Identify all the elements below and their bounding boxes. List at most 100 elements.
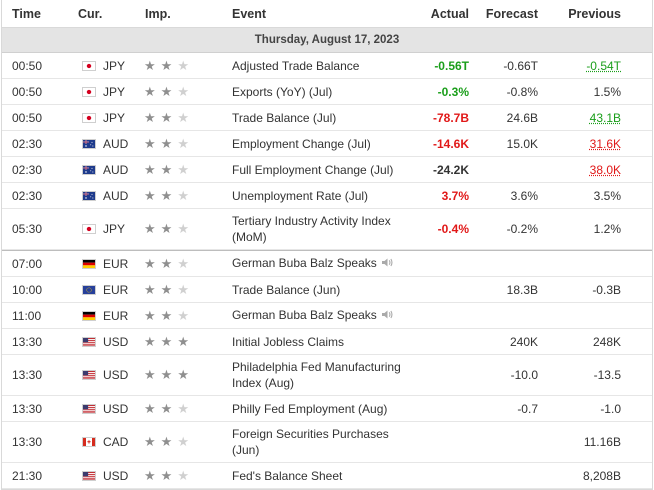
star-icon: ★ [144, 281, 156, 297]
event-time: 11:00 [12, 308, 42, 323]
event-name[interactable]: Trade Balance (Jul) [232, 110, 337, 125]
previous-value-text: 1.5% [593, 84, 621, 99]
table-row[interactable]: 02:30 AUD ★ ★ ★ Unemployment Rate (Jul) 3.7% 3.… [2, 183, 652, 209]
event-time: 02:30 [12, 188, 43, 203]
event-name[interactable]: Tertiary Industry Activity Index (MoM) [232, 214, 391, 244]
event-cell[interactable]: Tertiary Industry Activity Index (MoM) [229, 213, 409, 245]
table-row[interactable]: 05:30 JPY ★ ★ ★ Tertiary Industry Activity In… [2, 209, 652, 250]
event-cell[interactable]: Employment Change (Jul) [229, 136, 409, 152]
header-actual[interactable]: Actual [430, 6, 469, 21]
event-cell[interactable]: Exports (YoY) (Jul) [229, 84, 409, 100]
table-row[interactable]: 02:30 AUD ★ ★ ★ Full Employment Change (Jul) -… [2, 157, 652, 183]
event-currency: EUR [74, 309, 139, 323]
event-cell[interactable]: Philadelphia Fed Manufacturing Index (Au… [229, 359, 409, 391]
table-row[interactable]: 02:30 AUD ★ ★ ★ Employment Change (Jul) -14.6K… [2, 131, 652, 157]
event-name[interactable]: Foreign Securities Purchases (Jun) [232, 427, 389, 457]
table-row[interactable]: 00:50 JPY ★ ★ ★ Trade Balance (Jul) -78.7B 24.6… [2, 105, 652, 131]
event-name[interactable]: Philadelphia Fed Manufacturing Index (Au… [232, 360, 401, 390]
star-icon: ★ [177, 467, 189, 483]
us-flag-icon [82, 370, 96, 380]
forecast-value: 3.6% [510, 188, 538, 203]
star-icon: ★ [160, 467, 173, 483]
event-time: 02:30 [12, 136, 43, 151]
star-icon: ★ [177, 400, 189, 416]
previous-value: -0.3B [538, 283, 621, 297]
table-row[interactable]: 00:50 JPY ★ ★ ★ Adjusted Trade Balance -0.56T -… [2, 53, 652, 79]
event-currency: USD [74, 469, 139, 483]
event-name[interactable]: Exports (YoY) (Jul) [232, 84, 333, 99]
event-time: 10:00 [12, 282, 43, 297]
table-row[interactable]: 13:30 USD ★ ★ ★ Initial Jobless Claims 240K 248… [2, 329, 652, 355]
currency-code: EUR [103, 308, 129, 323]
event-name[interactable]: Full Employment Change (Jul) [232, 162, 394, 177]
previous-value-text: 43.1B [589, 110, 621, 125]
header-event[interactable]: Event [232, 6, 267, 21]
event-name[interactable]: Employment Change (Jul) [232, 136, 371, 151]
forecast-value: 240K [509, 334, 538, 349]
event-currency: JPY [74, 59, 139, 73]
table-row[interactable]: 13:30 USD ★ ★ ★ Philadelphia Fed Manufacturin… [2, 355, 652, 396]
event-time: 00:50 [12, 110, 43, 125]
forecast-value: -0.7 [517, 401, 538, 416]
forecast-value: -0.2% [506, 222, 538, 236]
table-row[interactable]: 13:30 CAD ★ ★ ★ Foreign Securities Purchases … [2, 422, 652, 463]
header-currency[interactable]: Cur. [78, 6, 103, 21]
header-importance[interactable]: Imp. [145, 6, 171, 21]
event-time: 00:50 [12, 84, 43, 99]
event-name[interactable]: Adjusted Trade Balance [232, 58, 360, 73]
importance-stars: ★ ★ ★ [139, 282, 229, 298]
event-name[interactable]: Fed's Balance Sheet [232, 468, 343, 483]
table-row[interactable]: 10:00 EUR ★ ★ ★ Trade Balance (Jun) 18.3B -0.3B [2, 277, 652, 303]
event-cell[interactable]: Foreign Securities Purchases (Jun) [229, 426, 409, 458]
table-row[interactable]: 00:50 JPY ★ ★ ★ Exports (YoY) (Jul) -0.3% -0.8%… [2, 79, 652, 105]
currency-code: AUD [103, 162, 129, 177]
header-forecast[interactable]: Forecast [485, 6, 538, 21]
star-icon: ★ [144, 187, 156, 203]
event-cell[interactable]: Unemployment Rate (Jul) [229, 188, 409, 204]
importance-stars: ★ ★ ★ [139, 84, 229, 100]
event-name[interactable]: Philly Fed Employment (Aug) [232, 401, 388, 416]
event-cell[interactable]: Fed's Balance Sheet [229, 468, 409, 484]
star-icon: ★ [144, 367, 156, 382]
table-row[interactable]: 07:00 EUR ★ ★ ★ German Buba Balz Speaks [2, 250, 652, 277]
event-cell[interactable]: Trade Balance (Jul) [229, 110, 409, 126]
previous-value-text: 11.16B [583, 435, 621, 449]
previous-value: 31.6K [538, 137, 621, 151]
event-cell[interactable]: Trade Balance (Jun) [229, 282, 409, 298]
event-name[interactable]: German Buba Balz Speaks [232, 308, 377, 322]
event-time: 13:30 [12, 401, 43, 416]
us-flag-icon [82, 470, 96, 481]
table-row[interactable]: 13:30 USD ★ ★ ★ Philly Fed Employment (Aug) -0… [2, 396, 652, 422]
event-time: 05:30 [12, 222, 43, 236]
event-currency: JPY [74, 111, 139, 125]
event-cell[interactable]: Philly Fed Employment (Aug) [229, 401, 409, 417]
importance-stars: ★ ★ ★ [139, 434, 229, 450]
star-icon: ★ [160, 255, 173, 271]
au-flag-icon [82, 190, 96, 201]
currency-code: AUD [103, 188, 129, 203]
event-name[interactable]: Initial Jobless Claims [232, 334, 345, 349]
star-icon: ★ [144, 57, 156, 73]
event-name[interactable]: Trade Balance (Jun) [232, 282, 341, 297]
header-previous[interactable]: Previous [568, 6, 621, 21]
currency-code: EUR [103, 256, 129, 271]
event-name[interactable]: Unemployment Rate (Jul) [232, 188, 369, 203]
star-icon: ★ [160, 187, 173, 203]
table-row[interactable]: 11:00 EUR ★ ★ ★ German Buba Balz Speaks [2, 303, 652, 329]
previous-value: 11.16B [538, 435, 621, 449]
event-name[interactable]: German Buba Balz Speaks [232, 256, 377, 270]
au-flag-icon [82, 164, 96, 175]
event-cell[interactable]: Adjusted Trade Balance [229, 58, 409, 74]
event-cell[interactable]: Initial Jobless Claims [229, 334, 409, 350]
table-row[interactable]: 21:30 USD ★ ★ ★ Fed's Balance Sheet 8,208B [2, 463, 652, 489]
star-icon: ★ [144, 307, 156, 323]
event-cell[interactable]: Full Employment Change (Jul) [229, 162, 409, 178]
currency-code: USD [103, 368, 129, 382]
previous-value: 38.0K [538, 163, 621, 177]
ca-flag-icon [82, 437, 96, 447]
star-icon: ★ [177, 57, 189, 73]
header-time[interactable]: Time [12, 6, 41, 21]
event-cell[interactable]: German Buba Balz Speaks [229, 255, 409, 272]
event-cell[interactable]: German Buba Balz Speaks [229, 307, 409, 324]
